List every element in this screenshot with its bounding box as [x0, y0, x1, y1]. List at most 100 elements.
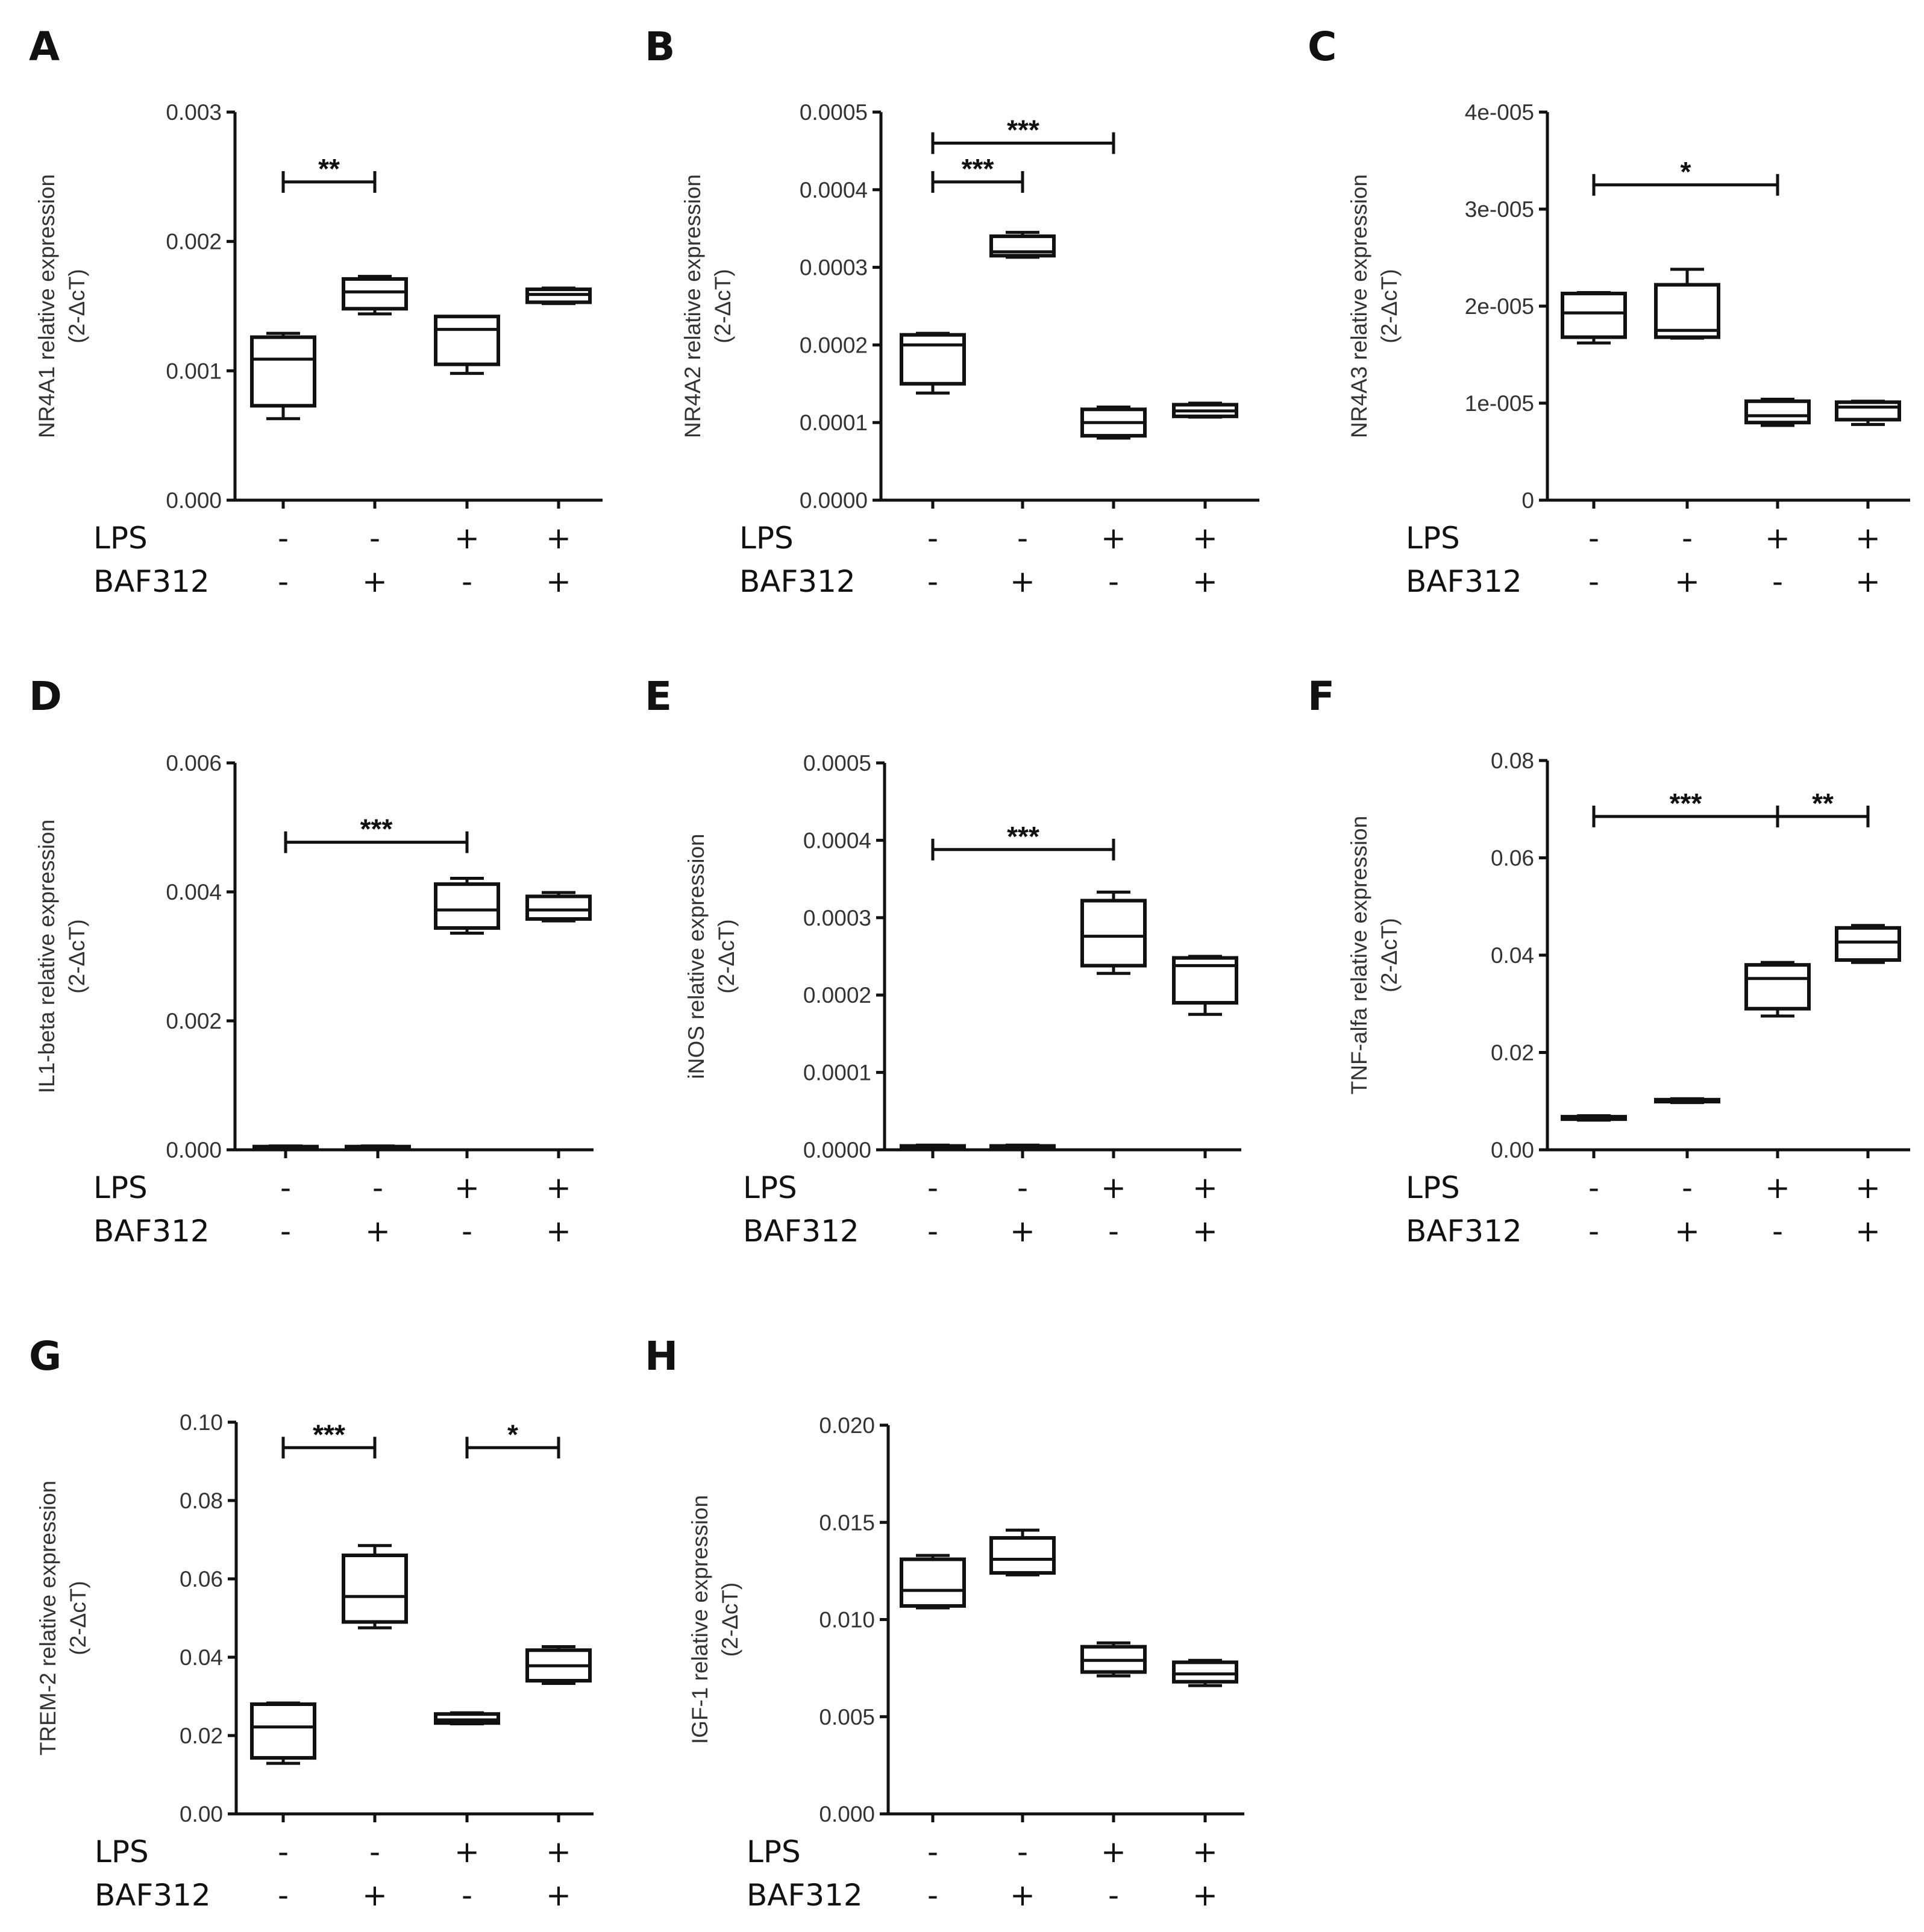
significance-stars: *** — [1007, 821, 1039, 852]
significance-bracket-1: *** — [1592, 788, 1779, 827]
box-3 — [1080, 1641, 1147, 1678]
condition-baf312-value: + — [1192, 1214, 1218, 1249]
panel-label-a: A — [29, 24, 60, 70]
box-1 — [900, 1143, 966, 1150]
y-tick-label: 0.000 — [819, 1802, 875, 1827]
y-tick-label: 0.02 — [1491, 1041, 1534, 1065]
condition-lps-value: + — [1101, 1170, 1126, 1205]
condition-lps-value: - — [369, 521, 380, 556]
box-iqr — [900, 1557, 966, 1608]
condition-lps-value: + — [1192, 1170, 1218, 1205]
panel-label-f: F — [1308, 673, 1335, 720]
condition-baf312-value: - — [462, 564, 472, 599]
panel-c: C 0 1e-005 2e-005 3e-005 4e-005 NR4A3 relative… — [1308, 24, 1910, 599]
y-tick-label: 0.0003 — [800, 256, 868, 280]
condition-baf312-value: - — [1772, 564, 1783, 599]
significance-stars: *** — [360, 814, 393, 845]
significance-stars: * — [1681, 156, 1691, 187]
box-2 — [989, 1528, 1056, 1576]
y-tick-label: 3e-005 — [1465, 197, 1534, 222]
significance-bracket-1: * — [1592, 156, 1779, 196]
condition-lps-value: - — [278, 1834, 289, 1869]
panel-label-e: E — [645, 673, 672, 720]
y-tick-label: 0.002 — [166, 1009, 222, 1033]
box-3 — [1080, 405, 1147, 440]
box-3 — [1080, 890, 1147, 975]
box-iqr — [342, 1554, 408, 1624]
box-4 — [525, 286, 592, 306]
condition-baf312-value: + — [1010, 1878, 1035, 1913]
y-tick-label: 0.010 — [819, 1608, 875, 1632]
box-4 — [525, 891, 592, 923]
box-1 — [252, 1144, 319, 1150]
panel-label-h: H — [645, 1333, 678, 1379]
y-tick-label: 0.0000 — [803, 1138, 871, 1162]
y-tick-label: 0.0001 — [800, 410, 868, 435]
condition-label-lps: LPS — [1406, 1170, 1460, 1205]
condition-baf312-value: + — [1010, 1214, 1035, 1249]
y-tick-label: 0.001 — [166, 359, 222, 383]
box-1 — [900, 1554, 966, 1610]
box-3 — [434, 877, 500, 935]
y-axis-unit: (2-ΔcT) — [1377, 269, 1402, 343]
box-iqr — [1080, 899, 1147, 968]
condition-label-baf312: BAF312 — [1406, 564, 1522, 599]
y-tick-label: 0.0000 — [800, 488, 868, 513]
condition-lps-value: - — [372, 1170, 383, 1205]
condition-label-baf312: BAF312 — [739, 564, 856, 599]
condition-baf312-value: + — [1192, 564, 1218, 599]
condition-lps-value: - — [927, 1834, 938, 1869]
condition-lps-value: + — [1192, 521, 1218, 556]
panel-g: G 0.00 0.02 0.04 0.06 0.08 0.10 TREM-2 relative… — [29, 1333, 594, 1913]
panel-label-b: B — [645, 24, 675, 70]
condition-lps-value: + — [1765, 1170, 1790, 1205]
y-tick-label: 0.00 — [1491, 1138, 1534, 1162]
condition-lps-value: - — [1017, 1170, 1028, 1205]
condition-baf312-value: + — [362, 564, 387, 599]
box-2 — [989, 1143, 1056, 1150]
box-4 — [1835, 924, 1901, 964]
condition-label-baf312: BAF312 — [1406, 1214, 1522, 1249]
box-iqr — [1172, 1660, 1238, 1684]
condition-lps-value: + — [454, 1834, 480, 1869]
condition-label-baf312: BAF312 — [93, 1214, 210, 1249]
y-axis-title: IGF-1 relative expression — [688, 1495, 712, 1744]
significance-bracket-2: *** — [931, 114, 1115, 154]
y-tick-label: 0.020 — [819, 1413, 875, 1438]
condition-label-baf312: BAF312 — [743, 1214, 859, 1249]
box-2 — [1654, 268, 1720, 340]
box-2 — [1654, 1097, 1720, 1105]
condition-baf312-value: - — [462, 1878, 472, 1913]
condition-baf312-value: + — [546, 1878, 571, 1913]
box-iqr — [342, 277, 408, 311]
y-axis-unit: (2-ΔcT) — [66, 1581, 90, 1655]
condition-lps-value: - — [369, 1834, 380, 1869]
y-tick-label: 0.08 — [1491, 748, 1534, 773]
y-tick-label: 0.003 — [166, 100, 222, 125]
condition-baf312-value: - — [1108, 1878, 1119, 1913]
box-4 — [525, 1645, 592, 1686]
condition-lps-value: - — [1017, 521, 1028, 556]
box-4 — [1172, 1658, 1238, 1687]
y-tick-label: 0.0003 — [803, 906, 871, 930]
significance-stars: *** — [1670, 788, 1702, 819]
condition-baf312-value: + — [546, 1214, 571, 1249]
y-tick-label: 0 — [1521, 488, 1534, 513]
condition-lps-value: - — [927, 521, 938, 556]
y-tick-label: 0.0005 — [800, 100, 868, 125]
panel-label-d: D — [29, 673, 62, 720]
y-axis-title: iNOS relative expression — [684, 833, 709, 1079]
significance-bracket-2: ** — [1776, 788, 1870, 827]
condition-lps-value: - — [1588, 1170, 1599, 1205]
box-iqr — [1561, 292, 1627, 339]
y-axis-title: IL1-beta relative expression — [34, 820, 59, 1094]
significance-stars: ** — [1812, 788, 1834, 819]
panel-label-g: G — [29, 1333, 61, 1379]
y-tick-label: 0.005 — [819, 1705, 875, 1730]
box-iqr — [1835, 400, 1901, 422]
box-1 — [250, 331, 316, 421]
y-tick-label: 0.0005 — [803, 751, 871, 776]
condition-lps-value: - — [1682, 1170, 1693, 1205]
y-axis-title: TNF-alfa relative expression — [1347, 816, 1371, 1095]
condition-label-lps: LPS — [743, 1170, 797, 1205]
